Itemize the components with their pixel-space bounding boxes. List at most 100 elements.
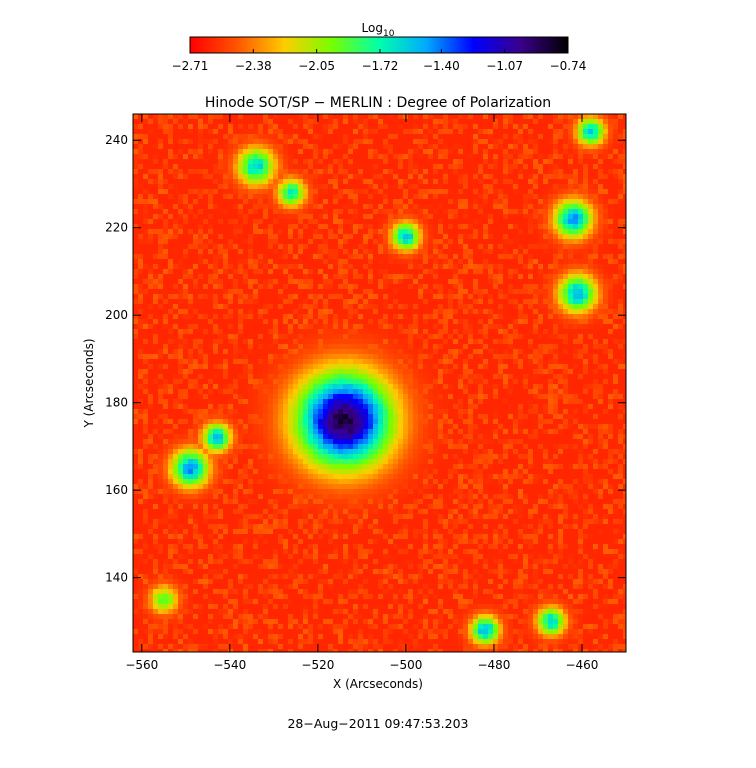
heatmap-cell xyxy=(153,124,159,130)
heatmap-cell xyxy=(163,239,169,245)
heatmap-cell xyxy=(583,194,589,200)
heatmap-cell xyxy=(473,264,479,270)
heatmap-cell xyxy=(418,314,424,320)
heatmap-cell xyxy=(418,284,424,290)
heatmap-cell xyxy=(478,214,484,220)
heatmap-cell xyxy=(263,349,269,355)
heatmap-cell xyxy=(418,304,424,310)
heatmap-cell xyxy=(413,309,419,315)
heatmap-cell xyxy=(503,354,509,360)
heatmap-cell xyxy=(333,264,339,270)
heatmap-cell xyxy=(268,339,274,345)
heatmap-cell xyxy=(268,169,274,175)
heatmap-cell xyxy=(153,259,159,265)
heatmap-cell xyxy=(193,309,199,315)
heatmap-cell xyxy=(578,289,584,295)
heatmap-cell xyxy=(568,209,574,215)
heatmap-cell xyxy=(568,214,574,220)
heatmap-cell xyxy=(423,359,429,365)
heatmap-cell xyxy=(233,159,239,165)
heatmap-cell xyxy=(323,259,329,265)
heatmap-cell xyxy=(618,294,624,300)
heatmap-cell xyxy=(363,119,369,125)
heatmap-cell xyxy=(333,349,339,355)
heatmap-cell xyxy=(623,354,626,360)
heatmap-cell xyxy=(578,329,584,335)
heatmap-cell xyxy=(338,244,344,250)
heatmap-cell xyxy=(348,154,354,160)
heatmap-cell xyxy=(353,294,359,300)
heatmap-cell xyxy=(553,284,559,290)
heatmap-cell xyxy=(393,309,399,315)
heatmap-cell xyxy=(383,209,389,215)
heatmap-cell xyxy=(598,164,604,170)
heatmap-cell xyxy=(428,139,434,145)
heatmap-cell xyxy=(203,204,209,210)
heatmap-cell xyxy=(533,149,539,155)
heatmap-cell xyxy=(618,164,624,170)
heatmap-cell xyxy=(243,174,249,180)
heatmap-cell xyxy=(493,284,499,290)
heatmap-cell xyxy=(358,189,364,195)
heatmap-cell xyxy=(158,149,164,155)
heatmap-cell xyxy=(488,244,494,250)
heatmap-cell xyxy=(328,179,334,185)
heatmap-cell xyxy=(293,159,299,165)
heatmap-cell xyxy=(383,184,389,190)
heatmap-cell xyxy=(363,164,369,170)
heatmap-cell xyxy=(143,179,149,185)
heatmap-cell xyxy=(193,224,199,230)
heatmap-cell xyxy=(518,174,524,180)
heatmap-cell xyxy=(203,249,209,255)
heatmap-cell xyxy=(243,339,249,345)
heatmap-cell xyxy=(438,334,444,340)
heatmap-cell xyxy=(358,119,364,125)
heatmap-cell xyxy=(248,199,254,205)
heatmap-cell xyxy=(278,309,284,315)
heatmap-cell xyxy=(548,134,554,140)
heatmap-cell xyxy=(538,204,544,210)
heatmap-cell xyxy=(213,279,219,285)
heatmap-cell xyxy=(238,304,244,310)
heatmap-cell xyxy=(168,279,174,285)
heatmap-cell xyxy=(213,324,219,330)
heatmap-cell xyxy=(308,294,314,300)
heatmap-cell xyxy=(248,334,254,340)
heatmap-cell xyxy=(268,289,274,295)
heatmap-cell xyxy=(608,214,614,220)
heatmap-cell xyxy=(453,149,459,155)
heatmap-cell xyxy=(153,184,159,190)
heatmap-cell xyxy=(153,349,159,355)
heatmap-cell xyxy=(583,284,589,290)
heatmap-cell xyxy=(253,344,259,350)
heatmap-cell xyxy=(378,334,384,340)
heatmap-cell xyxy=(298,189,304,195)
heatmap-cell xyxy=(218,334,224,340)
heatmap-cell xyxy=(623,129,626,135)
heatmap-cell xyxy=(313,244,319,250)
heatmap-cell xyxy=(323,359,329,365)
heatmap-cell xyxy=(558,149,564,155)
heatmap-cell xyxy=(473,269,479,275)
heatmap-cell xyxy=(198,214,204,220)
heatmap-cell xyxy=(293,309,299,315)
heatmap-cell xyxy=(553,149,559,155)
heatmap-cell xyxy=(163,329,169,335)
heatmap-cell xyxy=(308,289,314,295)
heatmap-cell xyxy=(478,274,484,280)
heatmap-cell xyxy=(183,224,189,230)
heatmap-cell xyxy=(148,154,154,160)
heatmap-cell xyxy=(528,284,534,290)
heatmap-cell xyxy=(528,134,534,140)
heatmap-cell xyxy=(208,244,214,250)
heatmap-cell xyxy=(223,159,229,165)
heatmap-cell xyxy=(553,219,559,225)
heatmap-cell xyxy=(623,229,626,235)
heatmap-cell xyxy=(603,129,609,135)
heatmap-cell xyxy=(228,149,234,155)
heatmap-cell xyxy=(258,114,264,120)
heatmap-cell xyxy=(153,129,159,135)
heatmap-cell xyxy=(223,299,229,305)
heatmap-cell xyxy=(188,299,194,305)
heatmap-cell xyxy=(358,204,364,210)
